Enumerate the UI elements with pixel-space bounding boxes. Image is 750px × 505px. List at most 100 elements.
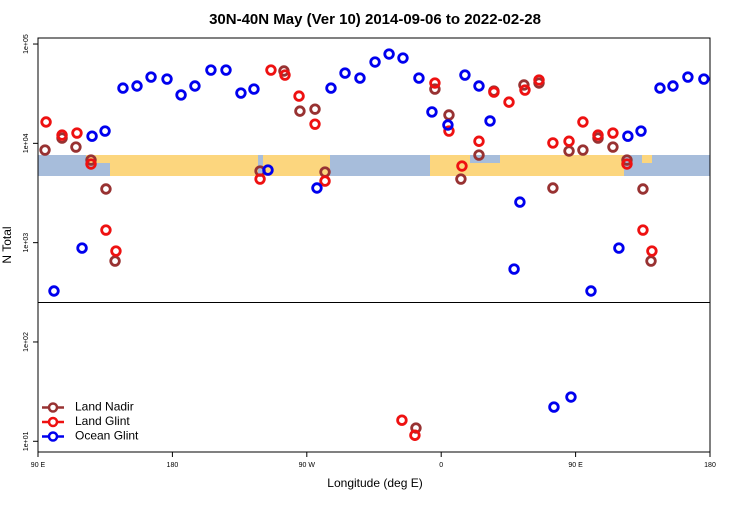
x-tick-label: 90 E: [31, 462, 46, 469]
point: [443, 109, 455, 121]
point: [131, 80, 143, 92]
y-tick-label: 1e+01: [23, 431, 30, 451]
point: [621, 154, 633, 166]
point: [637, 224, 649, 236]
x-tick-label: 180: [167, 462, 179, 469]
point: [262, 164, 274, 176]
point: [473, 149, 485, 161]
x-tick-label: 180: [704, 462, 716, 469]
point: [319, 175, 331, 187]
point: [409, 429, 421, 441]
point: [205, 64, 217, 76]
point: [613, 242, 625, 254]
point: [635, 125, 647, 137]
point: [265, 64, 277, 76]
point: [621, 158, 633, 170]
point: [413, 72, 425, 84]
y-tick-label: 1e+04: [23, 133, 30, 153]
point: [547, 137, 559, 149]
point: [459, 69, 471, 81]
point: [585, 285, 597, 297]
y-tick-label: 1e+05: [23, 34, 30, 54]
point: [175, 89, 187, 101]
point: [577, 116, 589, 128]
legend-label: Land Nadir: [75, 400, 134, 414]
point: [508, 263, 520, 275]
point: [189, 80, 201, 92]
point: [455, 173, 467, 185]
point: [637, 183, 649, 195]
point: [645, 255, 657, 267]
point: [607, 127, 619, 139]
point: [426, 106, 438, 118]
point: [646, 245, 658, 257]
point: [309, 118, 321, 130]
point: [548, 401, 560, 413]
point: [40, 116, 52, 128]
point: [248, 83, 260, 95]
point: [279, 69, 291, 81]
legend-marker: [47, 431, 59, 442]
point: [488, 86, 500, 98]
y-tick-label: 1e+02: [23, 332, 30, 352]
point: [85, 154, 97, 166]
point: [577, 144, 589, 156]
point: [396, 414, 408, 426]
point: [110, 245, 122, 257]
point: [667, 80, 679, 92]
point: [48, 285, 60, 297]
point: [654, 82, 666, 94]
point: [533, 74, 545, 86]
point: [100, 183, 112, 195]
point: [547, 182, 559, 194]
point: [563, 145, 575, 157]
point: [254, 173, 266, 185]
point: [109, 255, 121, 267]
point: [235, 87, 247, 99]
point: [442, 119, 454, 131]
point: [592, 129, 604, 141]
point: [429, 83, 441, 95]
point: [563, 135, 575, 147]
point: [86, 130, 98, 142]
legend-marker: [47, 402, 59, 413]
y-axis-label: N Total: [0, 226, 14, 263]
point: [443, 125, 455, 137]
point: [429, 77, 441, 89]
point: [100, 224, 112, 236]
point: [456, 160, 468, 172]
point: [607, 141, 619, 153]
point: [293, 90, 305, 102]
point: [71, 127, 83, 139]
point: [220, 64, 232, 76]
point: [39, 144, 51, 156]
point: [518, 79, 530, 91]
chart-title: 30N-40N May (Ver 10) 2014-09-06 to 2022-…: [209, 11, 541, 28]
point: [698, 73, 710, 85]
plot-frame: [37, 37, 711, 453]
point: [397, 52, 409, 64]
y-tick-label: 1e+03: [23, 233, 30, 253]
point: [309, 103, 321, 115]
point: [76, 242, 88, 254]
point: [622, 130, 634, 142]
point: [682, 71, 694, 83]
point: [325, 82, 337, 94]
x-tick-label: 0: [439, 462, 443, 469]
legend-label: Land Glint: [75, 414, 130, 428]
x-tick-label: 90 E: [568, 462, 583, 469]
point: [383, 48, 395, 60]
point: [514, 196, 526, 208]
point: [369, 56, 381, 68]
legend-marker: [47, 416, 59, 428]
point: [99, 125, 111, 137]
map-strip: [38, 155, 710, 176]
point: [56, 129, 68, 141]
point: [484, 115, 496, 127]
point: [339, 67, 351, 79]
legend-label: Ocean Glint: [75, 429, 139, 443]
point: [85, 158, 97, 170]
point: [503, 96, 515, 108]
point: [161, 73, 173, 85]
